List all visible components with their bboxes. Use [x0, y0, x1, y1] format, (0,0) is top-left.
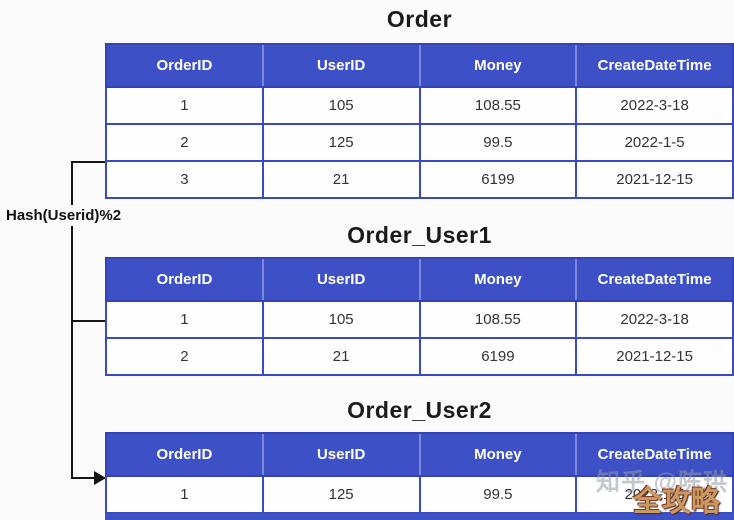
cell-money: 99.5 — [418, 123, 578, 162]
cell-money: 108.55 — [418, 86, 578, 125]
cell-createdatetime: 2022-3-18 — [575, 86, 734, 125]
column-header-userid: UserID — [261, 257, 420, 302]
order-table: OrderID UserID Money CreateDateTime 1 10… — [105, 43, 734, 199]
cell-money: 6199 — [418, 160, 578, 199]
hash-function-label: Hash(Userid)%2 — [3, 205, 125, 226]
cell-createdatetime: 2022-3-18 — [575, 300, 734, 339]
cell-money: 108.55 — [418, 300, 578, 339]
column-header-createdatetime: CreateDateTime — [575, 43, 734, 88]
cell-createdatetime: 2021-12-15 — [575, 337, 734, 376]
column-header-createdatetime: CreateDateTime — [575, 432, 734, 477]
cell-orderid: 2 — [105, 337, 264, 376]
cell-createdatetime: 2022-1-5 — [575, 475, 734, 514]
column-header-createdatetime: CreateDateTime — [575, 257, 734, 302]
table-row: 1 105 108.55 2022-3-18 — [105, 300, 734, 339]
cell-orderid: 1 — [105, 300, 264, 339]
cell-money: 99.5 — [418, 475, 578, 514]
header-row: OrderID UserID Money CreateDateTime — [105, 432, 734, 477]
column-header-money: Money — [418, 257, 577, 302]
table-row: 1 105 108.55 2022-3-18 — [105, 86, 734, 125]
order-user1-table-title: Order_User1 — [347, 222, 492, 248]
cell-orderid: 2 — [105, 123, 264, 162]
cell-userid: 105 — [261, 86, 421, 125]
table-row: 2 125 99.5 2022-1-5 — [105, 123, 734, 162]
cell-userid: 21 — [261, 160, 421, 199]
cutoff-table-edge — [105, 514, 734, 520]
cell-money: 6199 — [418, 337, 578, 376]
column-header-orderid: OrderID — [105, 432, 263, 477]
connector-branch-user1 — [71, 320, 105, 322]
cell-orderid: 1 — [105, 86, 264, 125]
cell-orderid: 3 — [105, 160, 264, 199]
connector-vertical-line — [71, 161, 73, 478]
connector-branch-user2 — [71, 477, 97, 479]
cell-userid: 21 — [261, 337, 421, 376]
cell-createdatetime: 2021-12-15 — [575, 160, 734, 199]
column-header-userid: UserID — [261, 43, 420, 88]
column-header-orderid: OrderID — [105, 43, 263, 88]
header-row: OrderID UserID Money CreateDateTime — [105, 257, 734, 302]
header-row: OrderID UserID Money CreateDateTime — [105, 43, 734, 88]
zhihu-watermark: 知乎 @陈珙 — [596, 469, 729, 496]
table-row: 3 21 6199 2021-12-15 — [105, 160, 734, 199]
order-user2-table: OrderID UserID Money CreateDateTime 1 12… — [105, 432, 734, 514]
connector-branch-order — [71, 161, 105, 163]
column-header-money: Money — [418, 432, 577, 477]
cell-orderid: 1 — [105, 475, 264, 514]
cell-userid: 125 — [261, 123, 421, 162]
order-user1-table: OrderID UserID Money CreateDateTime 1 10… — [105, 257, 734, 376]
cell-userid: 125 — [261, 475, 421, 514]
order-user2-table-title: Order_User2 — [347, 397, 492, 423]
gold-badge-watermark: 全攻略 — [633, 486, 721, 518]
table-row: 1 125 99.5 2022-1-5 — [105, 475, 734, 514]
order-table-title: Order — [386, 6, 453, 32]
column-header-userid: UserID — [261, 432, 420, 477]
arrow-right-icon — [94, 471, 106, 485]
cell-userid: 105 — [261, 300, 421, 339]
column-header-orderid: OrderID — [105, 257, 263, 302]
column-header-money: Money — [418, 43, 577, 88]
cell-createdatetime: 2022-1-5 — [575, 123, 734, 162]
table-row: 2 21 6199 2021-12-15 — [105, 337, 734, 376]
